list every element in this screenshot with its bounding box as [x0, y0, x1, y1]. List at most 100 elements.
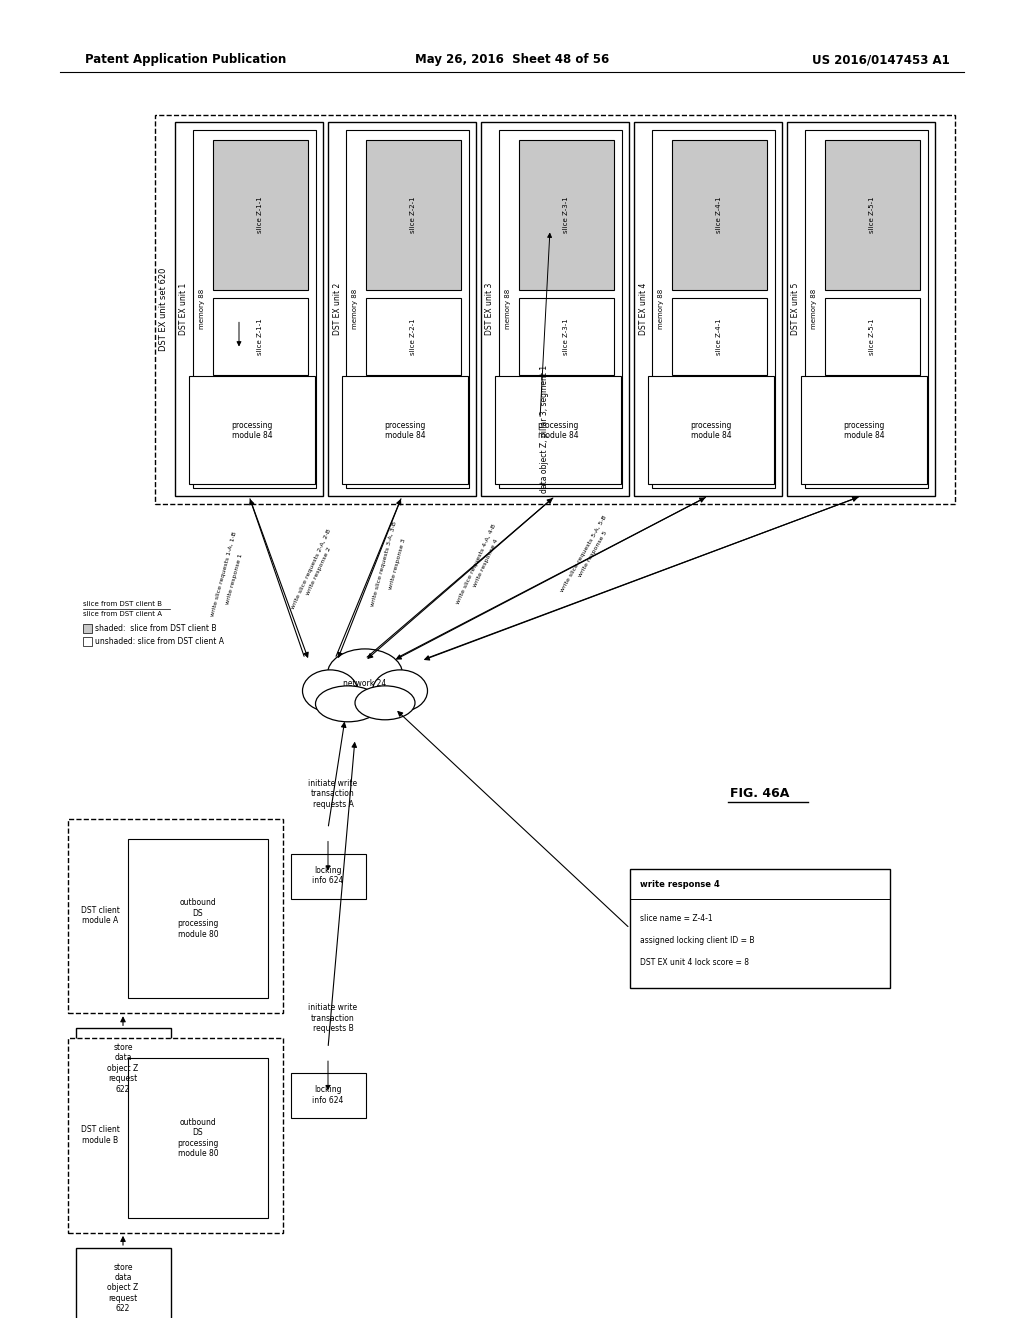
- Text: slice from DST client A: slice from DST client A: [83, 611, 162, 616]
- Text: DST EX unit set 620: DST EX unit set 620: [160, 268, 169, 351]
- Text: Patent Application Publication: Patent Application Publication: [85, 53, 287, 66]
- Bar: [328, 121, 476, 496]
- Text: DST EX unit 3: DST EX unit 3: [485, 282, 495, 335]
- Ellipse shape: [302, 669, 357, 711]
- Text: slice Z-4-1: slice Z-4-1: [716, 318, 722, 355]
- Text: initiate write
transaction
requests A: initiate write transaction requests A: [308, 779, 357, 809]
- Text: US 2016/0147453 A1: US 2016/0147453 A1: [812, 53, 950, 66]
- Text: write slice requests 2-A, 2-B: write slice requests 2-A, 2-B: [290, 528, 332, 610]
- Bar: [213, 297, 308, 375]
- Bar: [346, 129, 469, 488]
- Bar: [128, 838, 268, 998]
- Ellipse shape: [355, 686, 415, 719]
- Text: FIG. 46A: FIG. 46A: [730, 787, 790, 800]
- Text: DST client
module B: DST client module B: [81, 1126, 120, 1144]
- Text: DST client
module A: DST client module A: [81, 906, 120, 925]
- Bar: [801, 376, 927, 484]
- Text: memory 88: memory 88: [352, 288, 358, 329]
- Text: outbound
DS
processing
module 80: outbound DS processing module 80: [177, 899, 219, 939]
- Bar: [630, 869, 890, 989]
- Text: slice from DST client B: slice from DST client B: [83, 601, 162, 607]
- Text: slice Z-3-1: slice Z-3-1: [563, 197, 569, 234]
- Text: initiate write
transaction
requests B: initiate write transaction requests B: [308, 1003, 357, 1034]
- Bar: [213, 140, 308, 289]
- Text: write slice requests 3-A, 3-B: write slice requests 3-A, 3-B: [370, 521, 397, 607]
- Bar: [805, 129, 928, 488]
- Bar: [366, 297, 461, 375]
- Bar: [155, 115, 955, 504]
- Text: locking
info 624: locking info 624: [312, 1085, 344, 1105]
- Bar: [648, 376, 774, 484]
- Bar: [481, 121, 629, 496]
- Text: write response 5: write response 5: [578, 531, 608, 578]
- Bar: [366, 140, 461, 289]
- Text: slice Z-3-1: slice Z-3-1: [563, 318, 569, 355]
- Bar: [76, 1028, 171, 1109]
- Bar: [175, 121, 323, 496]
- Ellipse shape: [315, 686, 381, 722]
- Bar: [672, 297, 767, 375]
- Bar: [189, 376, 315, 484]
- Text: locking
info 624: locking info 624: [312, 866, 344, 886]
- Text: DST EX unit 5: DST EX unit 5: [792, 282, 801, 335]
- Text: processing
module 84: processing module 84: [690, 421, 732, 440]
- Text: slice Z-5-1: slice Z-5-1: [869, 318, 874, 355]
- Bar: [83, 638, 92, 645]
- Bar: [342, 376, 468, 484]
- Text: processing
module 84: processing module 84: [384, 421, 426, 440]
- Text: DST EX unit 1: DST EX unit 1: [179, 282, 188, 334]
- Text: memory 88: memory 88: [505, 288, 511, 329]
- Text: slice Z-2-1: slice Z-2-1: [410, 197, 416, 232]
- Text: write response 4: write response 4: [472, 539, 499, 587]
- Ellipse shape: [328, 649, 402, 698]
- Text: write slice requests 4-A, 4-B: write slice requests 4-A, 4-B: [455, 523, 497, 605]
- Text: DST EX unit 2: DST EX unit 2: [333, 282, 341, 334]
- Text: write slice requests 5-A, 5-B: write slice requests 5-A, 5-B: [560, 515, 608, 593]
- Bar: [787, 121, 935, 496]
- Bar: [291, 1073, 366, 1118]
- Text: May 26, 2016  Sheet 48 of 56: May 26, 2016 Sheet 48 of 56: [415, 53, 609, 66]
- Text: data object Z, pillar 3, segment 1: data object Z, pillar 3, segment 1: [540, 366, 549, 494]
- Text: memory 88: memory 88: [199, 288, 205, 329]
- Text: slice name = Z-4-1: slice name = Z-4-1: [640, 913, 713, 923]
- Text: store
data
object Z
request
622: store data object Z request 622: [108, 1043, 138, 1093]
- Bar: [68, 818, 283, 1014]
- Bar: [825, 297, 920, 375]
- Bar: [83, 624, 92, 634]
- Text: memory 88: memory 88: [658, 288, 664, 329]
- Bar: [652, 129, 775, 488]
- Text: memory 88: memory 88: [811, 288, 817, 329]
- Bar: [519, 297, 614, 375]
- Bar: [193, 129, 316, 488]
- Bar: [291, 854, 366, 899]
- Text: write response 2: write response 2: [305, 546, 332, 595]
- Text: network 24: network 24: [343, 680, 387, 688]
- Text: DST EX unit 4 lock score = 8: DST EX unit 4 lock score = 8: [640, 958, 749, 966]
- Text: unshaded: slice from DST client A: unshaded: slice from DST client A: [95, 638, 224, 645]
- Text: write response 3: write response 3: [388, 539, 407, 590]
- Bar: [495, 376, 621, 484]
- Text: slice Z-4-1: slice Z-4-1: [716, 197, 722, 232]
- Bar: [76, 1247, 171, 1320]
- Text: processing
module 84: processing module 84: [538, 421, 579, 440]
- Text: slice Z-1-1: slice Z-1-1: [257, 197, 263, 234]
- Text: write response 1: write response 1: [225, 553, 244, 605]
- Bar: [68, 1039, 283, 1233]
- Bar: [519, 140, 614, 289]
- Text: write response 4: write response 4: [640, 880, 720, 890]
- Text: processing
module 84: processing module 84: [231, 421, 272, 440]
- Text: store
data
object Z
request
622: store data object Z request 622: [108, 1262, 138, 1313]
- Bar: [672, 140, 767, 289]
- Text: slice Z-2-1: slice Z-2-1: [410, 318, 416, 355]
- Ellipse shape: [373, 669, 427, 711]
- Text: outbound
DS
processing
module 80: outbound DS processing module 80: [177, 1118, 219, 1158]
- Text: DST EX unit 4: DST EX unit 4: [639, 282, 647, 335]
- Bar: [499, 129, 622, 488]
- Bar: [825, 140, 920, 289]
- Text: write slice requests 1-A, 1-B: write slice requests 1-A, 1-B: [210, 531, 238, 616]
- Text: slice Z-1-1: slice Z-1-1: [257, 318, 263, 355]
- Text: processing
module 84: processing module 84: [844, 421, 885, 440]
- Text: slice Z-5-1: slice Z-5-1: [869, 197, 874, 232]
- Text: assigned locking client ID = B: assigned locking client ID = B: [640, 936, 755, 945]
- Bar: [634, 121, 782, 496]
